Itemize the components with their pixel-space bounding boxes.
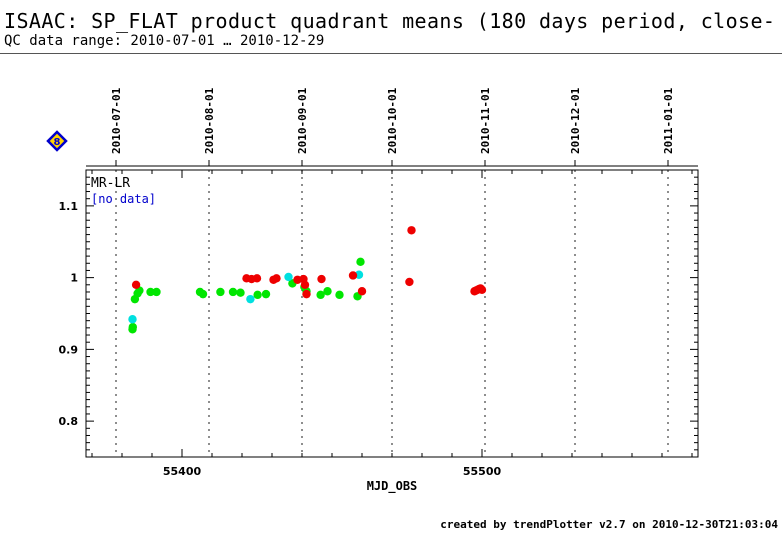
- annotation-mr-lr: MR-LR: [91, 176, 130, 191]
- header-divider: [0, 53, 782, 54]
- x-axis: 55400 55500: [91, 170, 693, 478]
- data-point: [300, 280, 310, 289]
- data-point: [261, 289, 271, 299]
- page-title: ISAAC: SP_FLAT product quadrant means (1…: [4, 9, 776, 33]
- data-point: [407, 226, 416, 235]
- annotation-no-data: [no data]: [91, 192, 156, 206]
- plot-number-badge[interactable]: 8: [46, 130, 68, 152]
- x-axis-label: MJD_OBS: [367, 479, 418, 494]
- data-point: [302, 289, 311, 299]
- date-marker-label: 2010-08-01: [203, 87, 216, 154]
- data-point: [252, 274, 262, 283]
- y-tick-label: 0.8: [59, 415, 79, 428]
- date-marker-label: 2010-07-01: [110, 87, 123, 154]
- data-point: [317, 274, 326, 284]
- data-point: [335, 290, 344, 300]
- data-point: [356, 257, 365, 267]
- y-axis: 0.8 0.9 1 1.1: [59, 169, 698, 458]
- x-tick-label: 55400: [163, 465, 202, 478]
- footer-credit: created by trendPlotter v2.7 on 2010-12-…: [440, 518, 778, 531]
- data-point: [284, 272, 293, 282]
- data-point: [246, 294, 255, 304]
- data-point: [236, 288, 245, 297]
- data-point: [357, 287, 367, 296]
- date-gridlines: [115, 170, 669, 457]
- y-tick-label: 0.9: [59, 343, 79, 356]
- y-tick-label: 1.1: [59, 200, 79, 213]
- data-point: [128, 315, 137, 324]
- date-markers: 2010-07-01 2010-08-01 2010-09-01 2010-10-01…: [110, 87, 675, 166]
- data-point: [253, 290, 262, 300]
- data-point: [128, 322, 137, 332]
- date-marker-label: 2010-12-01: [569, 87, 582, 154]
- data-point: [152, 287, 161, 297]
- data-point: [272, 274, 281, 283]
- data-point: [146, 287, 155, 297]
- qc-data-range: QC data range: 2010-07-01 … 2010-12-29: [4, 33, 325, 49]
- series-2: [131, 226, 487, 299]
- data-point: [228, 287, 238, 297]
- x-tick-label: 55500: [463, 465, 502, 478]
- data-points: [128, 226, 487, 334]
- data-point: [216, 287, 225, 297]
- date-marker-label: 2011-01-01: [662, 87, 675, 154]
- date-marker-label: 2010-10-01: [386, 87, 399, 154]
- date-marker-label: 2010-11-01: [479, 87, 492, 154]
- badge-label: 8: [54, 137, 61, 148]
- data-point: [405, 277, 414, 287]
- series-1: [128, 270, 364, 324]
- date-marker-label: 2010-09-01: [296, 87, 309, 154]
- data-point: [323, 287, 332, 296]
- series-0: [128, 257, 365, 334]
- data-point: [348, 271, 358, 280]
- trend-chart: 8 2010-07-01 2010-08-01 2010-09-01 2010-10-…: [46, 87, 699, 494]
- data-point: [131, 280, 141, 289]
- y-tick-label: 1: [70, 272, 78, 285]
- data-point: [198, 289, 208, 299]
- data-point: [316, 290, 325, 300]
- data-point: [477, 285, 487, 295]
- diamond-icon: [46, 130, 68, 152]
